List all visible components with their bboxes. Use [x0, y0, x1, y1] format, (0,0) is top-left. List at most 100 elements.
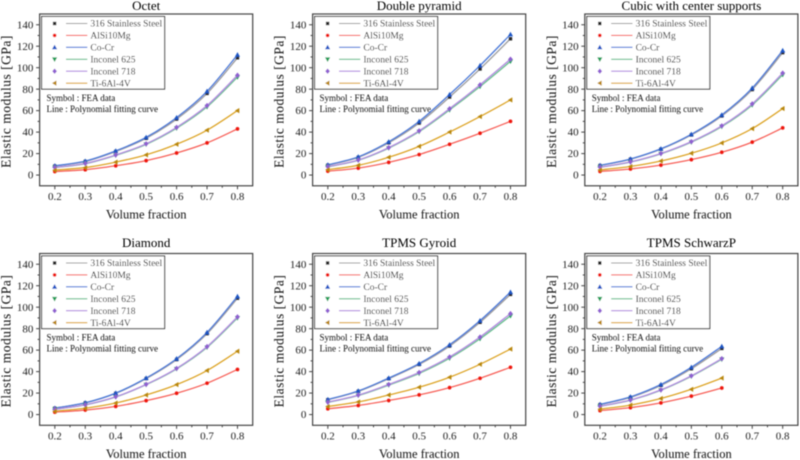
- svg-text:0.7: 0.7: [745, 191, 759, 203]
- svg-text:Inconel 718: Inconel 718: [90, 67, 135, 77]
- svg-text:Ti-6Al-4V: Ti-6Al-4V: [636, 79, 676, 89]
- svg-text:0.3: 0.3: [624, 431, 638, 443]
- svg-text:Elastic modulus [GPa]: Elastic modulus [GPa]: [544, 275, 559, 408]
- svg-text:Line : Polynomial fitting curv: Line : Polynomial fitting curve: [592, 104, 703, 114]
- svg-text:80: 80: [568, 84, 580, 96]
- svg-text:0.6: 0.6: [170, 191, 184, 203]
- svg-text:Inconel 718: Inconel 718: [636, 67, 681, 77]
- svg-text:Elastic modulus [GPa]: Elastic modulus [GPa]: [0, 275, 14, 408]
- svg-text:20: 20: [295, 388, 307, 400]
- svg-text:100: 100: [290, 302, 307, 314]
- svg-text:AlSi10Mg: AlSi10Mg: [363, 32, 403, 42]
- svg-text:Co-Cr: Co-Cr: [90, 44, 115, 54]
- svg-text:0.4: 0.4: [654, 191, 668, 203]
- svg-text:40: 40: [568, 127, 580, 139]
- svg-text:Co-Cr: Co-Cr: [90, 283, 115, 293]
- svg-text:Elastic modulus [GPa]: Elastic modulus [GPa]: [0, 35, 14, 168]
- svg-text:Symbol : FEA data: Symbol : FEA data: [47, 332, 116, 342]
- svg-text:0.7: 0.7: [473, 191, 487, 203]
- svg-text:140: 140: [17, 19, 34, 31]
- svg-text:Inconel 625: Inconel 625: [90, 295, 135, 305]
- svg-text:120: 120: [290, 41, 307, 53]
- svg-text:80: 80: [22, 323, 34, 335]
- svg-text:40: 40: [295, 127, 307, 139]
- svg-text:120: 120: [562, 280, 579, 292]
- svg-text:100: 100: [17, 62, 34, 74]
- svg-text:Symbol : FEA data: Symbol : FEA data: [592, 93, 661, 103]
- svg-text:40: 40: [22, 127, 34, 139]
- svg-text:0.2: 0.2: [48, 191, 62, 203]
- svg-text:140: 140: [17, 259, 34, 271]
- svg-text:Line : Polynomial fitting curv: Line : Polynomial fitting curve: [320, 104, 431, 114]
- svg-text:0.2: 0.2: [593, 191, 607, 203]
- svg-text:100: 100: [562, 62, 579, 74]
- svg-text:Inconel 718: Inconel 718: [363, 67, 408, 77]
- svg-text:100: 100: [562, 302, 579, 314]
- svg-text:Volume fraction: Volume fraction: [106, 208, 187, 222]
- svg-text:0.6: 0.6: [715, 431, 729, 443]
- svg-text:0.3: 0.3: [351, 431, 365, 443]
- svg-text:AlSi10Mg: AlSi10Mg: [363, 271, 403, 281]
- svg-text:Inconel 625: Inconel 625: [363, 295, 408, 305]
- svg-text:0.5: 0.5: [412, 431, 426, 443]
- svg-text:0.4: 0.4: [109, 191, 123, 203]
- svg-text:AlSi10Mg: AlSi10Mg: [636, 32, 676, 42]
- svg-text:Elastic modulus [GPa]: Elastic modulus [GPa]: [272, 35, 287, 168]
- svg-text:316 Stainless Steel: 316 Stainless Steel: [636, 259, 708, 269]
- svg-text:Ti-6Al-4V: Ti-6Al-4V: [363, 319, 403, 329]
- svg-text:Volume fraction: Volume fraction: [106, 447, 187, 460]
- svg-text:80: 80: [295, 323, 307, 335]
- svg-text:0.7: 0.7: [473, 431, 487, 443]
- svg-text:20: 20: [568, 388, 580, 400]
- svg-text:Diamond: Diamond: [122, 235, 171, 250]
- svg-text:0: 0: [28, 170, 34, 182]
- svg-text:Ti-6Al-4V: Ti-6Al-4V: [363, 79, 403, 89]
- svg-text:0: 0: [573, 409, 579, 421]
- svg-text:316 Stainless Steel: 316 Stainless Steel: [363, 259, 435, 269]
- svg-text:0.8: 0.8: [231, 191, 245, 203]
- svg-text:Co-Cr: Co-Cr: [636, 283, 661, 293]
- svg-text:0.6: 0.6: [170, 431, 184, 443]
- svg-text:Ti-6Al-4V: Ti-6Al-4V: [90, 79, 130, 89]
- svg-text:0.2: 0.2: [48, 431, 62, 443]
- svg-text:100: 100: [290, 62, 307, 74]
- svg-text:316 Stainless Steel: 316 Stainless Steel: [636, 20, 708, 30]
- svg-text:0.5: 0.5: [139, 431, 153, 443]
- svg-text:0.6: 0.6: [443, 191, 457, 203]
- svg-text:0.5: 0.5: [412, 191, 426, 203]
- svg-text:0.4: 0.4: [382, 191, 396, 203]
- svg-text:0.4: 0.4: [654, 431, 668, 443]
- svg-text:TPMS SchwarzP: TPMS SchwarzP: [647, 235, 736, 250]
- svg-text:0.7: 0.7: [745, 431, 759, 443]
- svg-text:Inconel 625: Inconel 625: [636, 55, 681, 65]
- svg-text:60: 60: [568, 345, 580, 357]
- svg-text:0.3: 0.3: [78, 191, 92, 203]
- svg-text:Inconel 718: Inconel 718: [363, 307, 408, 317]
- svg-text:Volume fraction: Volume fraction: [379, 447, 460, 460]
- svg-text:20: 20: [22, 388, 34, 400]
- svg-text:Inconel 625: Inconel 625: [363, 55, 408, 65]
- svg-text:316 Stainless Steel: 316 Stainless Steel: [90, 259, 162, 269]
- svg-text:140: 140: [562, 259, 579, 271]
- svg-text:140: 140: [290, 259, 307, 271]
- svg-text:0: 0: [28, 409, 34, 421]
- svg-text:0.8: 0.8: [504, 431, 518, 443]
- svg-text:316 Stainless Steel: 316 Stainless Steel: [90, 20, 162, 30]
- svg-text:80: 80: [22, 84, 34, 96]
- svg-text:60: 60: [22, 345, 34, 357]
- svg-text:AlSi10Mg: AlSi10Mg: [90, 271, 130, 281]
- svg-text:0: 0: [301, 409, 307, 421]
- svg-text:0.5: 0.5: [684, 191, 698, 203]
- svg-text:Inconel 625: Inconel 625: [636, 295, 681, 305]
- svg-text:Volume fraction: Volume fraction: [651, 447, 732, 460]
- svg-text:140: 140: [562, 19, 579, 31]
- svg-text:Line : Polynomial fitting curv: Line : Polynomial fitting curve: [320, 344, 431, 354]
- svg-text:Ti-6Al-4V: Ti-6Al-4V: [636, 319, 676, 329]
- svg-text:0.2: 0.2: [321, 431, 335, 443]
- svg-text:Inconel 718: Inconel 718: [636, 307, 681, 317]
- svg-text:0.3: 0.3: [624, 191, 638, 203]
- svg-text:AlSi10Mg: AlSi10Mg: [90, 32, 130, 42]
- svg-text:Elastic modulus [GPa]: Elastic modulus [GPa]: [272, 275, 287, 408]
- svg-text:80: 80: [568, 323, 580, 335]
- svg-text:Cubic with center supports: Cubic with center supports: [622, 0, 762, 13]
